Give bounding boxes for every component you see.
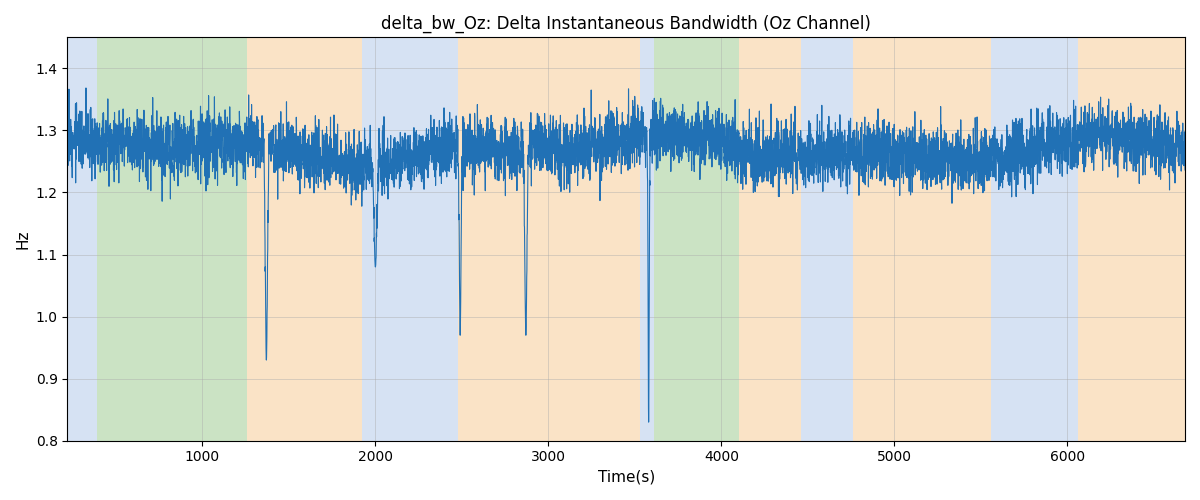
Bar bbox=[458, 38, 497, 440]
X-axis label: Time(s): Time(s) bbox=[598, 470, 655, 485]
Y-axis label: Hz: Hz bbox=[16, 230, 30, 249]
Bar bbox=[739, 38, 800, 440]
Bar bbox=[361, 38, 458, 440]
Bar bbox=[640, 38, 654, 440]
Bar bbox=[991, 38, 1078, 440]
Bar bbox=[800, 38, 853, 440]
Bar bbox=[654, 38, 739, 440]
Bar bbox=[247, 38, 361, 440]
Bar bbox=[497, 38, 640, 440]
Bar bbox=[853, 38, 991, 440]
Bar bbox=[1078, 38, 1186, 440]
Bar bbox=[97, 38, 247, 440]
Bar bbox=[67, 38, 97, 440]
Title: delta_bw_Oz: Delta Instantaneous Bandwidth (Oz Channel): delta_bw_Oz: Delta Instantaneous Bandwid… bbox=[382, 15, 871, 34]
